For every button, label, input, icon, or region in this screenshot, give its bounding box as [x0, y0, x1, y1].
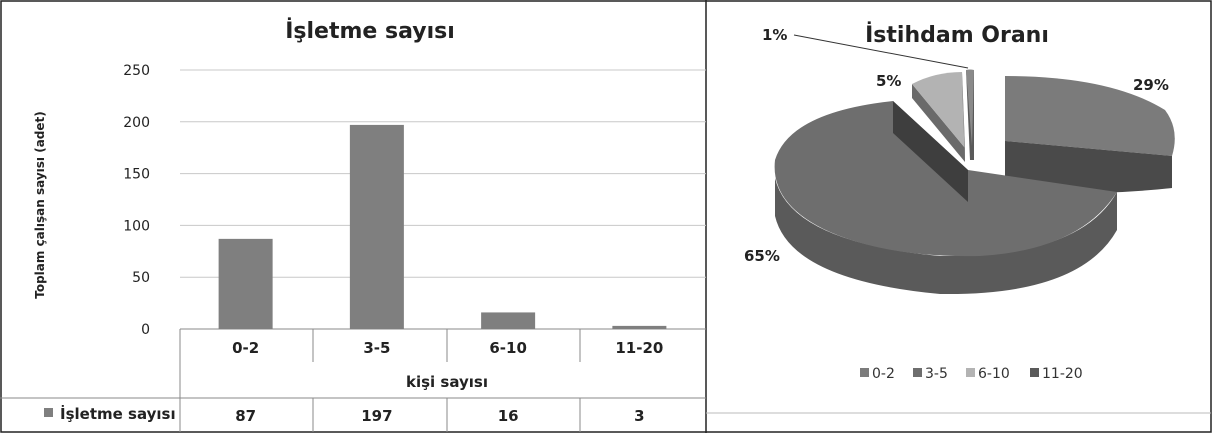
x-category-label: 3-5	[363, 339, 390, 357]
x-category-labels: 0-2 3-5 6-10 11-20	[232, 339, 663, 357]
legend-label-0-2: 0-2	[872, 366, 895, 382]
pie-slice-6-10	[912, 72, 965, 162]
legend-label-6-10: 6-10	[978, 366, 1010, 382]
table-value-6-10: 16	[498, 407, 519, 425]
y-tick-labels: 0 50 100 150 200 250	[123, 63, 150, 338]
y-axis-label: Toplam çalışan sayısı (adet)	[33, 111, 47, 299]
pie-slice-0-2	[1005, 76, 1175, 194]
bar-11-20	[612, 325, 667, 329]
y-tick-label: 250	[123, 63, 150, 79]
y-tick-label: 150	[123, 167, 150, 183]
legend-key-11-20	[1030, 368, 1039, 377]
x-category-label: 0-2	[232, 339, 259, 357]
y-tick-label: 100	[123, 218, 150, 234]
pie-label-6-10: 5%	[876, 72, 901, 90]
x-axis-label: kişi sayısı	[406, 373, 488, 391]
bar-3-5	[349, 124, 404, 330]
pie-label-11-20: 1%	[762, 26, 787, 44]
x-category-label: 6-10	[489, 339, 527, 357]
table-value-3-5: 197	[361, 407, 392, 425]
pie-chart: İstihdam Oranı	[706, 22, 1211, 414]
data-table-grid	[0, 329, 706, 432]
pie-chart-title: İstihdam Oranı	[865, 22, 1049, 48]
data-table-values: 87 197 16 3	[235, 407, 644, 425]
y-tick-label: 0	[141, 322, 150, 338]
bar-chart-title: İşletme sayısı	[285, 18, 455, 44]
pie-slice-3-5	[774, 101, 1117, 295]
leader-line-1pct	[793, 34, 969, 69]
legend-key-6-10	[966, 368, 975, 377]
legend-key-3-5	[913, 368, 922, 377]
table-legend-key	[44, 408, 53, 417]
legend-label-11-20: 11-20	[1042, 366, 1083, 382]
table-value-11-20: 3	[634, 407, 644, 425]
y-tick-label: 50	[132, 270, 150, 286]
bar-0-2	[218, 238, 273, 329]
bar-chart: İşletme sayısı Toplam çalışan sayısı (ad…	[0, 18, 706, 432]
legend-key-0-2	[860, 368, 869, 377]
pie-legend: 0-2 3-5 6-10 11-20	[860, 366, 1083, 382]
y-tick-label: 200	[123, 115, 150, 131]
table-value-0-2: 87	[235, 407, 256, 425]
table-series-name: İşletme sayısı	[60, 404, 176, 423]
x-category-label: 11-20	[615, 339, 663, 357]
bar-6-10	[481, 312, 536, 329]
legend-label-3-5: 3-5	[925, 366, 948, 382]
pie-label-3-5: 65%	[744, 247, 780, 265]
pie-label-0-2: 29%	[1133, 76, 1169, 94]
pie-slices	[774, 69, 1175, 295]
bars	[218, 124, 667, 330]
pie-slice-11-20	[966, 69, 974, 160]
